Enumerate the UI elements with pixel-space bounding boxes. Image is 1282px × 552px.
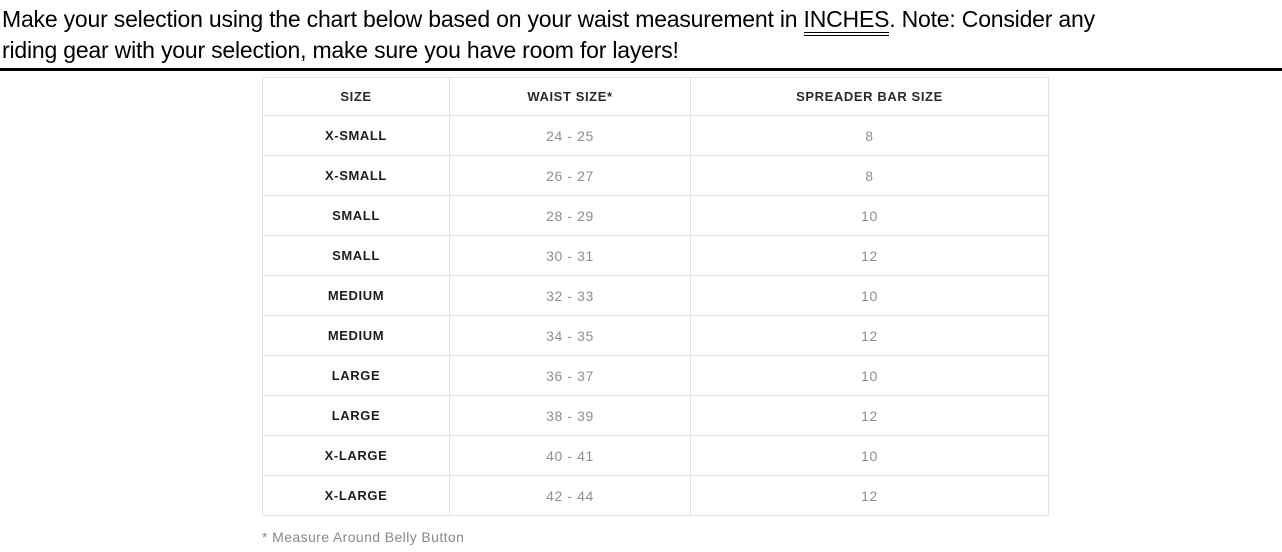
spreader-bar-size-cell: 12 (690, 315, 1049, 356)
size-cell: X-LARGE (262, 435, 450, 476)
spreader-bar-size-cell: 10 (690, 355, 1049, 396)
size-cell: X-SMALL (262, 155, 450, 196)
spreader-bar-size-cell: 12 (690, 475, 1049, 516)
inches-underlined-word: INCHES (803, 6, 889, 36)
waist-size-cell: 26 - 27 (449, 155, 691, 196)
size-cell: X-LARGE (262, 475, 450, 516)
waist-size-cell: 30 - 31 (449, 235, 691, 276)
table-header-row: SIZE WAIST SIZE* SPREADER BAR SIZE (262, 77, 1049, 116)
size-cell: SMALL (262, 235, 450, 276)
spreader-bar-size-cell: 12 (690, 235, 1049, 276)
size-cell: LARGE (262, 355, 450, 396)
table-row: SMALL 28 - 29 10 (262, 195, 1049, 236)
size-cell: SMALL (262, 195, 450, 236)
intro-text: Make your selection using the chart belo… (0, 0, 1282, 66)
waist-size-cell: 42 - 44 (449, 475, 691, 516)
spreader-bar-size-cell: 8 (690, 155, 1049, 196)
waist-size-cell: 32 - 33 (449, 275, 691, 316)
intro-line-1: Make your selection using the chart belo… (2, 4, 1282, 36)
waist-size-cell: 38 - 39 (449, 395, 691, 436)
waist-size-cell: 24 - 25 (449, 115, 691, 156)
size-table-body: X-SMALL 24 - 25 8 X-SMALL 26 - 27 8 SMALL 28 - … (262, 115, 1049, 516)
intro-line1-after: . Note: Consider any (889, 6, 1095, 32)
column-header-spreader-bar-size: SPREADER BAR SIZE (690, 77, 1049, 116)
table-row: LARGE 36 - 37 10 (262, 355, 1049, 396)
size-cell: X-SMALL (262, 115, 450, 156)
horizontal-divider (0, 68, 1282, 71)
table-row: X-SMALL 26 - 27 8 (262, 155, 1049, 196)
table-row: X-LARGE 40 - 41 10 (262, 435, 1049, 476)
spreader-bar-size-cell: 12 (690, 395, 1049, 436)
column-header-waist-size: WAIST SIZE* (449, 77, 691, 116)
spreader-bar-size-cell: 10 (690, 275, 1049, 316)
spreader-bar-size-cell: 8 (690, 115, 1049, 156)
table-row: X-SMALL 24 - 25 8 (262, 115, 1049, 156)
waist-size-cell: 40 - 41 (449, 435, 691, 476)
size-chart: SIZE WAIST SIZE* SPREADER BAR SIZE X-SMA… (262, 77, 1282, 516)
table-row: SMALL 30 - 31 12 (262, 235, 1049, 276)
waist-size-cell: 36 - 37 (449, 355, 691, 396)
measurement-footnote: * Measure Around Belly Button (262, 529, 465, 545)
table-row: MEDIUM 34 - 35 12 (262, 315, 1049, 356)
intro-line-2: riding gear with your selection, make su… (2, 37, 679, 63)
size-cell: MEDIUM (262, 315, 450, 356)
waist-size-cell: 34 - 35 (449, 315, 691, 356)
spreader-bar-size-cell: 10 (690, 435, 1049, 476)
size-cell: LARGE (262, 395, 450, 436)
spreader-bar-size-cell: 10 (690, 195, 1049, 236)
table-row: MEDIUM 32 - 33 10 (262, 275, 1049, 316)
column-header-size: SIZE (262, 77, 450, 116)
size-cell: MEDIUM (262, 275, 450, 316)
table-row: LARGE 38 - 39 12 (262, 395, 1049, 436)
waist-size-cell: 28 - 29 (449, 195, 691, 236)
table-row: X-LARGE 42 - 44 12 (262, 475, 1049, 516)
intro-line1-before: Make your selection using the chart belo… (2, 6, 804, 32)
size-table: SIZE WAIST SIZE* SPREADER BAR SIZE X-SMA… (262, 77, 1049, 516)
